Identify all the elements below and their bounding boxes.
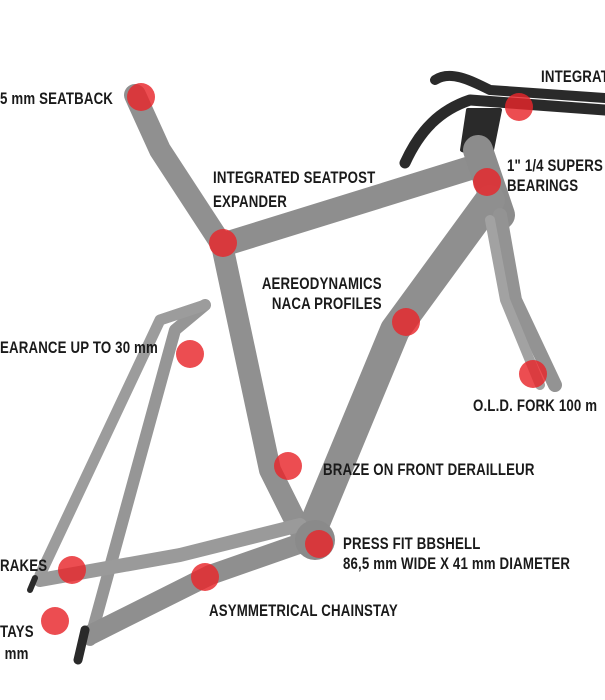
label-line: EXPANDER xyxy=(213,192,287,211)
label-line: ASYMMETRICAL CHAINSTAY xyxy=(209,601,398,620)
rear-dropout-2 xyxy=(27,575,38,593)
label-line: BRAZE ON FRONT DERAILLEUR xyxy=(323,460,535,479)
label-line: EARANCE UP TO 30 mm xyxy=(0,338,158,357)
label-brakes: RAKES xyxy=(0,556,47,576)
label-line: O.L.D. FORK 100 m xyxy=(473,396,598,415)
chainstay-2 xyxy=(33,518,307,587)
label-fork: O.L.D. FORK 100 m xyxy=(473,396,597,416)
label-chainstay: ASYMMETRICAL CHAINSTAY xyxy=(209,601,398,621)
marker-fork[interactable] xyxy=(519,360,547,388)
marker-cockpit[interactable] xyxy=(505,93,533,121)
label-aero: AEREODYNAMICS NACA PROFILES xyxy=(262,274,382,314)
label-line: mm xyxy=(4,644,29,663)
label-line: 86,5 mm WIDE X 41 mm DIAMETER xyxy=(343,554,571,573)
marker-seatback[interactable] xyxy=(127,83,155,111)
handlebar-top xyxy=(430,70,605,103)
seat-stay-2 xyxy=(34,299,211,581)
label-seatback: 5 mm SEATBACK xyxy=(0,89,113,109)
label-bbshell: PRESS FIT BBSHELL 86,5 mm WIDE X 41 mm DI… xyxy=(343,534,570,574)
marker-headset[interactable] xyxy=(473,168,501,196)
label-line: TAYS xyxy=(0,622,34,641)
marker-seatpost-expander[interactable] xyxy=(209,229,237,257)
label-seatpost-expander: INTEGRATED SEATPOST EXPANDER xyxy=(213,166,375,214)
marker-aero[interactable] xyxy=(392,308,420,336)
fork xyxy=(493,208,562,392)
handlebar xyxy=(399,94,605,169)
marker-derailleur[interactable] xyxy=(274,452,302,480)
label-line: PRESS FIT BBSHELL xyxy=(343,534,481,553)
label-clearance: EARANCE UP TO 30 mm xyxy=(0,338,158,358)
down-tube xyxy=(295,185,505,550)
marker-chainstay[interactable] xyxy=(191,563,219,591)
label-derailleur: BRAZE ON FRONT DERAILLEUR xyxy=(323,460,535,480)
label-line: NACA PROFILES xyxy=(272,294,382,313)
top-tube xyxy=(210,153,492,257)
fork-leg xyxy=(485,215,545,390)
label-line: RAKES xyxy=(0,556,48,575)
label-line: INTEGRAT xyxy=(541,67,605,86)
marker-stays[interactable] xyxy=(41,607,69,635)
marker-bbshell[interactable] xyxy=(305,530,333,558)
label-line: INTEGRATED SEATPOST xyxy=(213,168,376,187)
label-line: BEARINGS xyxy=(507,176,579,195)
marker-brakes[interactable] xyxy=(58,556,86,584)
label-line: 5 mm SEATBACK xyxy=(0,89,114,108)
label-integrated-cockpit: INTEGRAT xyxy=(541,67,605,87)
label-headset: 1" 1/4 SUPERS BEARINGS xyxy=(507,156,603,196)
marker-clearance[interactable] xyxy=(176,340,204,368)
label-line: 1" 1/4 SUPERS xyxy=(507,156,604,175)
rear-dropout xyxy=(73,625,90,665)
label-line: AEREODYNAMICS xyxy=(262,274,382,293)
label-stays: TAYS mm xyxy=(0,621,34,665)
